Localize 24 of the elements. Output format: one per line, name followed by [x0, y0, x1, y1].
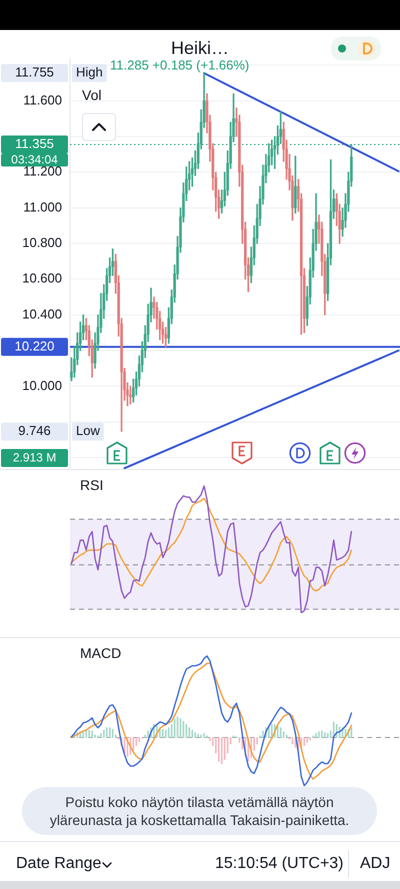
ref-line-label: 10.220 [14, 338, 54, 354]
text: ADJ [360, 854, 390, 874]
annotation: Vol [82, 86, 102, 103]
y-tick-label: 11.600 [23, 92, 62, 108]
text: 11.755 [15, 64, 54, 80]
chart-title: Heiki… [170, 37, 230, 59]
ref-line-label: 11.355 [15, 136, 54, 152]
annotation: 11.285 +0.185 (+1.66%) [110, 58, 250, 73]
annotation: High [76, 64, 103, 80]
y-tick-label: 11.000 [23, 199, 62, 214]
text: 2.913 M [12, 450, 56, 464]
y-tick-label: 10.600 [22, 270, 62, 286]
text: 03:34:04 [11, 152, 58, 166]
y-tick-label: 10.400 [22, 306, 62, 322]
annotation: Low [76, 423, 100, 438]
chart-title: MACD [80, 644, 122, 661]
y-tick-label: 11.200 [23, 164, 62, 179]
text: 15:10:54 (UTC+3) [215, 854, 344, 874]
text: Date Range [16, 854, 102, 874]
y-tick-label: 10.000 [22, 378, 62, 393]
chart-title: RSI [80, 476, 104, 493]
text: 9.746 [18, 423, 51, 438]
text: Poistu koko näytön tilasta vetämällä näytön yläreunasta ja koskettamalla Takaisin-painiketta. [22, 787, 377, 835]
y-tick-label: 10.800 [22, 235, 62, 250]
